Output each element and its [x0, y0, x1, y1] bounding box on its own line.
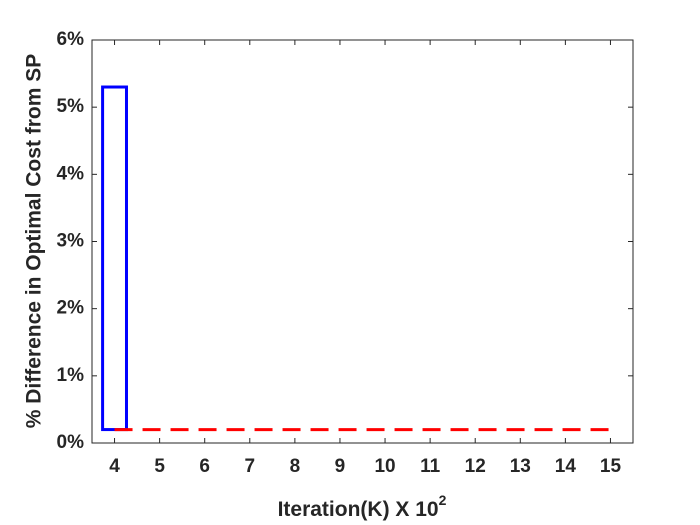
- y-tick-label: 5%: [57, 96, 85, 117]
- x-tick-label: 15: [600, 456, 622, 477]
- x-tick-label: 13: [510, 456, 531, 477]
- plot-frame: [91, 39, 634, 444]
- x-axis-label: Iteration(K) X 102: [278, 492, 447, 521]
- x-tick-label: 5: [154, 456, 165, 477]
- y-tick-label: 2%: [57, 298, 85, 319]
- x-tick-label: 7: [245, 456, 256, 477]
- y-axis-label: % Difference in Optimal Cost from SP: [23, 54, 46, 429]
- x-axis-label-text: Iteration(K) X 10: [278, 498, 439, 521]
- x-tick-label: 14: [555, 456, 577, 477]
- x-tick-label: 11: [420, 456, 441, 477]
- y-tick-label: 0%: [57, 432, 85, 453]
- x-tick-label: 12: [465, 456, 486, 477]
- x-tick-label: 4: [109, 456, 120, 477]
- x-tick-label: 10: [374, 456, 395, 477]
- y-tick-label: 3%: [57, 231, 85, 252]
- y-tick-label: 1%: [57, 365, 85, 386]
- x-tick-label: 8: [290, 456, 301, 477]
- y-tick-label: 6%: [57, 29, 85, 50]
- x-tick-label: 6: [199, 456, 210, 477]
- x-tick-label: 9: [335, 456, 346, 477]
- x-axis-label-exponent: 2: [439, 492, 447, 508]
- y-tick-label: 4%: [57, 163, 85, 184]
